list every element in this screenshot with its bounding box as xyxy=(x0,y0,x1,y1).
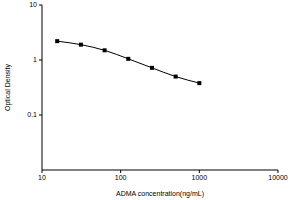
svg-text:ADMA concentration(ng/mL): ADMA concentration(ng/mL) xyxy=(116,190,204,198)
svg-text:10: 10 xyxy=(29,1,37,8)
svg-text:100: 100 xyxy=(115,174,127,181)
svg-text:1: 1 xyxy=(33,56,37,63)
svg-text:0.1: 0.1 xyxy=(27,111,37,118)
svg-text:1000: 1000 xyxy=(192,174,208,181)
svg-text:Optical Density: Optical Density xyxy=(8,63,12,111)
svg-text:10: 10 xyxy=(38,174,46,181)
svg-text:10000: 10000 xyxy=(268,174,288,181)
